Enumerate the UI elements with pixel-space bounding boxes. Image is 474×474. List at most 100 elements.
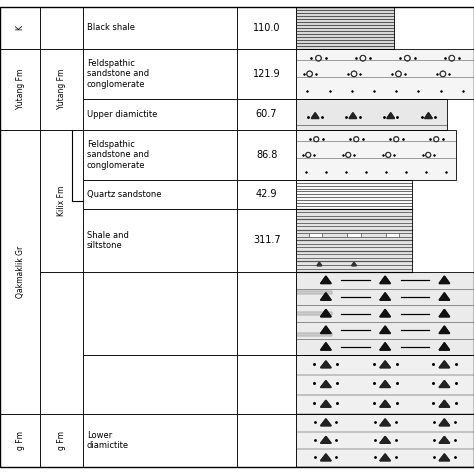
- Polygon shape: [317, 263, 322, 266]
- Polygon shape: [380, 326, 391, 333]
- Polygon shape: [320, 276, 331, 283]
- Bar: [296, 292, 332, 294]
- Polygon shape: [320, 293, 331, 300]
- Polygon shape: [425, 113, 432, 118]
- Polygon shape: [439, 381, 450, 387]
- Bar: [0, 130, 40, 414]
- Bar: [296, 333, 332, 336]
- Bar: [83, 49, 237, 99]
- Bar: [347, 233, 361, 237]
- Polygon shape: [380, 343, 391, 350]
- Bar: [296, 99, 447, 130]
- Polygon shape: [380, 276, 391, 283]
- Text: 311.7: 311.7: [253, 235, 281, 245]
- Polygon shape: [380, 400, 391, 407]
- Polygon shape: [439, 400, 450, 407]
- Bar: [296, 209, 412, 272]
- Bar: [296, 7, 394, 49]
- Bar: [296, 49, 474, 99]
- Bar: [296, 355, 474, 414]
- Polygon shape: [439, 381, 450, 387]
- Bar: [296, 272, 474, 355]
- Polygon shape: [380, 343, 391, 350]
- Text: 60.7: 60.7: [256, 109, 277, 119]
- Polygon shape: [380, 454, 391, 461]
- Polygon shape: [320, 419, 331, 426]
- Bar: [83, 414, 296, 467]
- Bar: [83, 7, 237, 49]
- Polygon shape: [439, 361, 450, 368]
- Polygon shape: [380, 326, 391, 333]
- Bar: [237, 209, 296, 272]
- Polygon shape: [352, 263, 356, 266]
- Polygon shape: [320, 326, 331, 333]
- Text: Qakmaklik Gr: Qakmaklik Gr: [16, 246, 25, 298]
- Bar: [83, 99, 237, 130]
- Bar: [83, 209, 237, 272]
- Bar: [40, 7, 83, 49]
- Polygon shape: [352, 263, 356, 266]
- Polygon shape: [380, 419, 391, 426]
- Bar: [296, 333, 332, 336]
- Bar: [0, 49, 40, 130]
- Polygon shape: [380, 400, 391, 407]
- Polygon shape: [320, 361, 331, 368]
- Bar: [83, 7, 296, 49]
- Polygon shape: [320, 454, 331, 461]
- Bar: [296, 209, 412, 272]
- Text: Yutang Fm: Yutang Fm: [16, 69, 25, 109]
- Bar: [83, 355, 296, 414]
- Polygon shape: [439, 276, 450, 283]
- Polygon shape: [439, 293, 450, 300]
- Bar: [83, 414, 237, 467]
- Polygon shape: [320, 326, 331, 333]
- Bar: [296, 312, 332, 315]
- Polygon shape: [320, 381, 331, 387]
- Text: Feldspathic
sandstone and
conglomerate: Feldspathic sandstone and conglomerate: [87, 59, 149, 89]
- Bar: [296, 130, 456, 180]
- Bar: [385, 233, 400, 237]
- Bar: [309, 233, 322, 237]
- Text: Kilix Fm: Kilix Fm: [57, 186, 66, 216]
- Bar: [296, 99, 447, 130]
- Polygon shape: [439, 419, 450, 426]
- Polygon shape: [320, 381, 331, 387]
- Bar: [296, 180, 412, 209]
- Bar: [296, 414, 474, 467]
- Bar: [296, 130, 456, 180]
- Bar: [296, 355, 474, 414]
- Polygon shape: [349, 113, 356, 118]
- Polygon shape: [380, 293, 391, 300]
- Bar: [83, 49, 296, 99]
- Bar: [296, 209, 474, 272]
- Polygon shape: [320, 400, 331, 407]
- Polygon shape: [317, 263, 322, 266]
- Bar: [296, 49, 474, 99]
- Polygon shape: [320, 310, 331, 317]
- Bar: [83, 209, 296, 272]
- Text: Quartz sandstone: Quartz sandstone: [87, 190, 161, 199]
- Bar: [296, 180, 474, 209]
- Polygon shape: [380, 361, 391, 368]
- Polygon shape: [320, 437, 331, 443]
- Polygon shape: [380, 293, 391, 300]
- Text: Upper diamictite: Upper diamictite: [87, 110, 157, 119]
- Polygon shape: [380, 310, 391, 317]
- Polygon shape: [380, 419, 391, 426]
- Bar: [296, 292, 332, 294]
- Polygon shape: [439, 454, 450, 461]
- Bar: [296, 130, 456, 180]
- Bar: [237, 7, 296, 49]
- Text: Black shale: Black shale: [87, 23, 135, 32]
- Polygon shape: [439, 400, 450, 407]
- Bar: [237, 355, 296, 414]
- Polygon shape: [387, 113, 394, 118]
- Polygon shape: [439, 437, 450, 443]
- Text: g Fm: g Fm: [57, 431, 66, 450]
- Text: Feldspathic
sandstone and
conglomerate: Feldspathic sandstone and conglomerate: [87, 140, 149, 170]
- Text: 121.9: 121.9: [253, 69, 281, 79]
- Polygon shape: [387, 113, 394, 118]
- Polygon shape: [320, 343, 331, 350]
- Bar: [83, 180, 296, 209]
- Bar: [296, 414, 474, 467]
